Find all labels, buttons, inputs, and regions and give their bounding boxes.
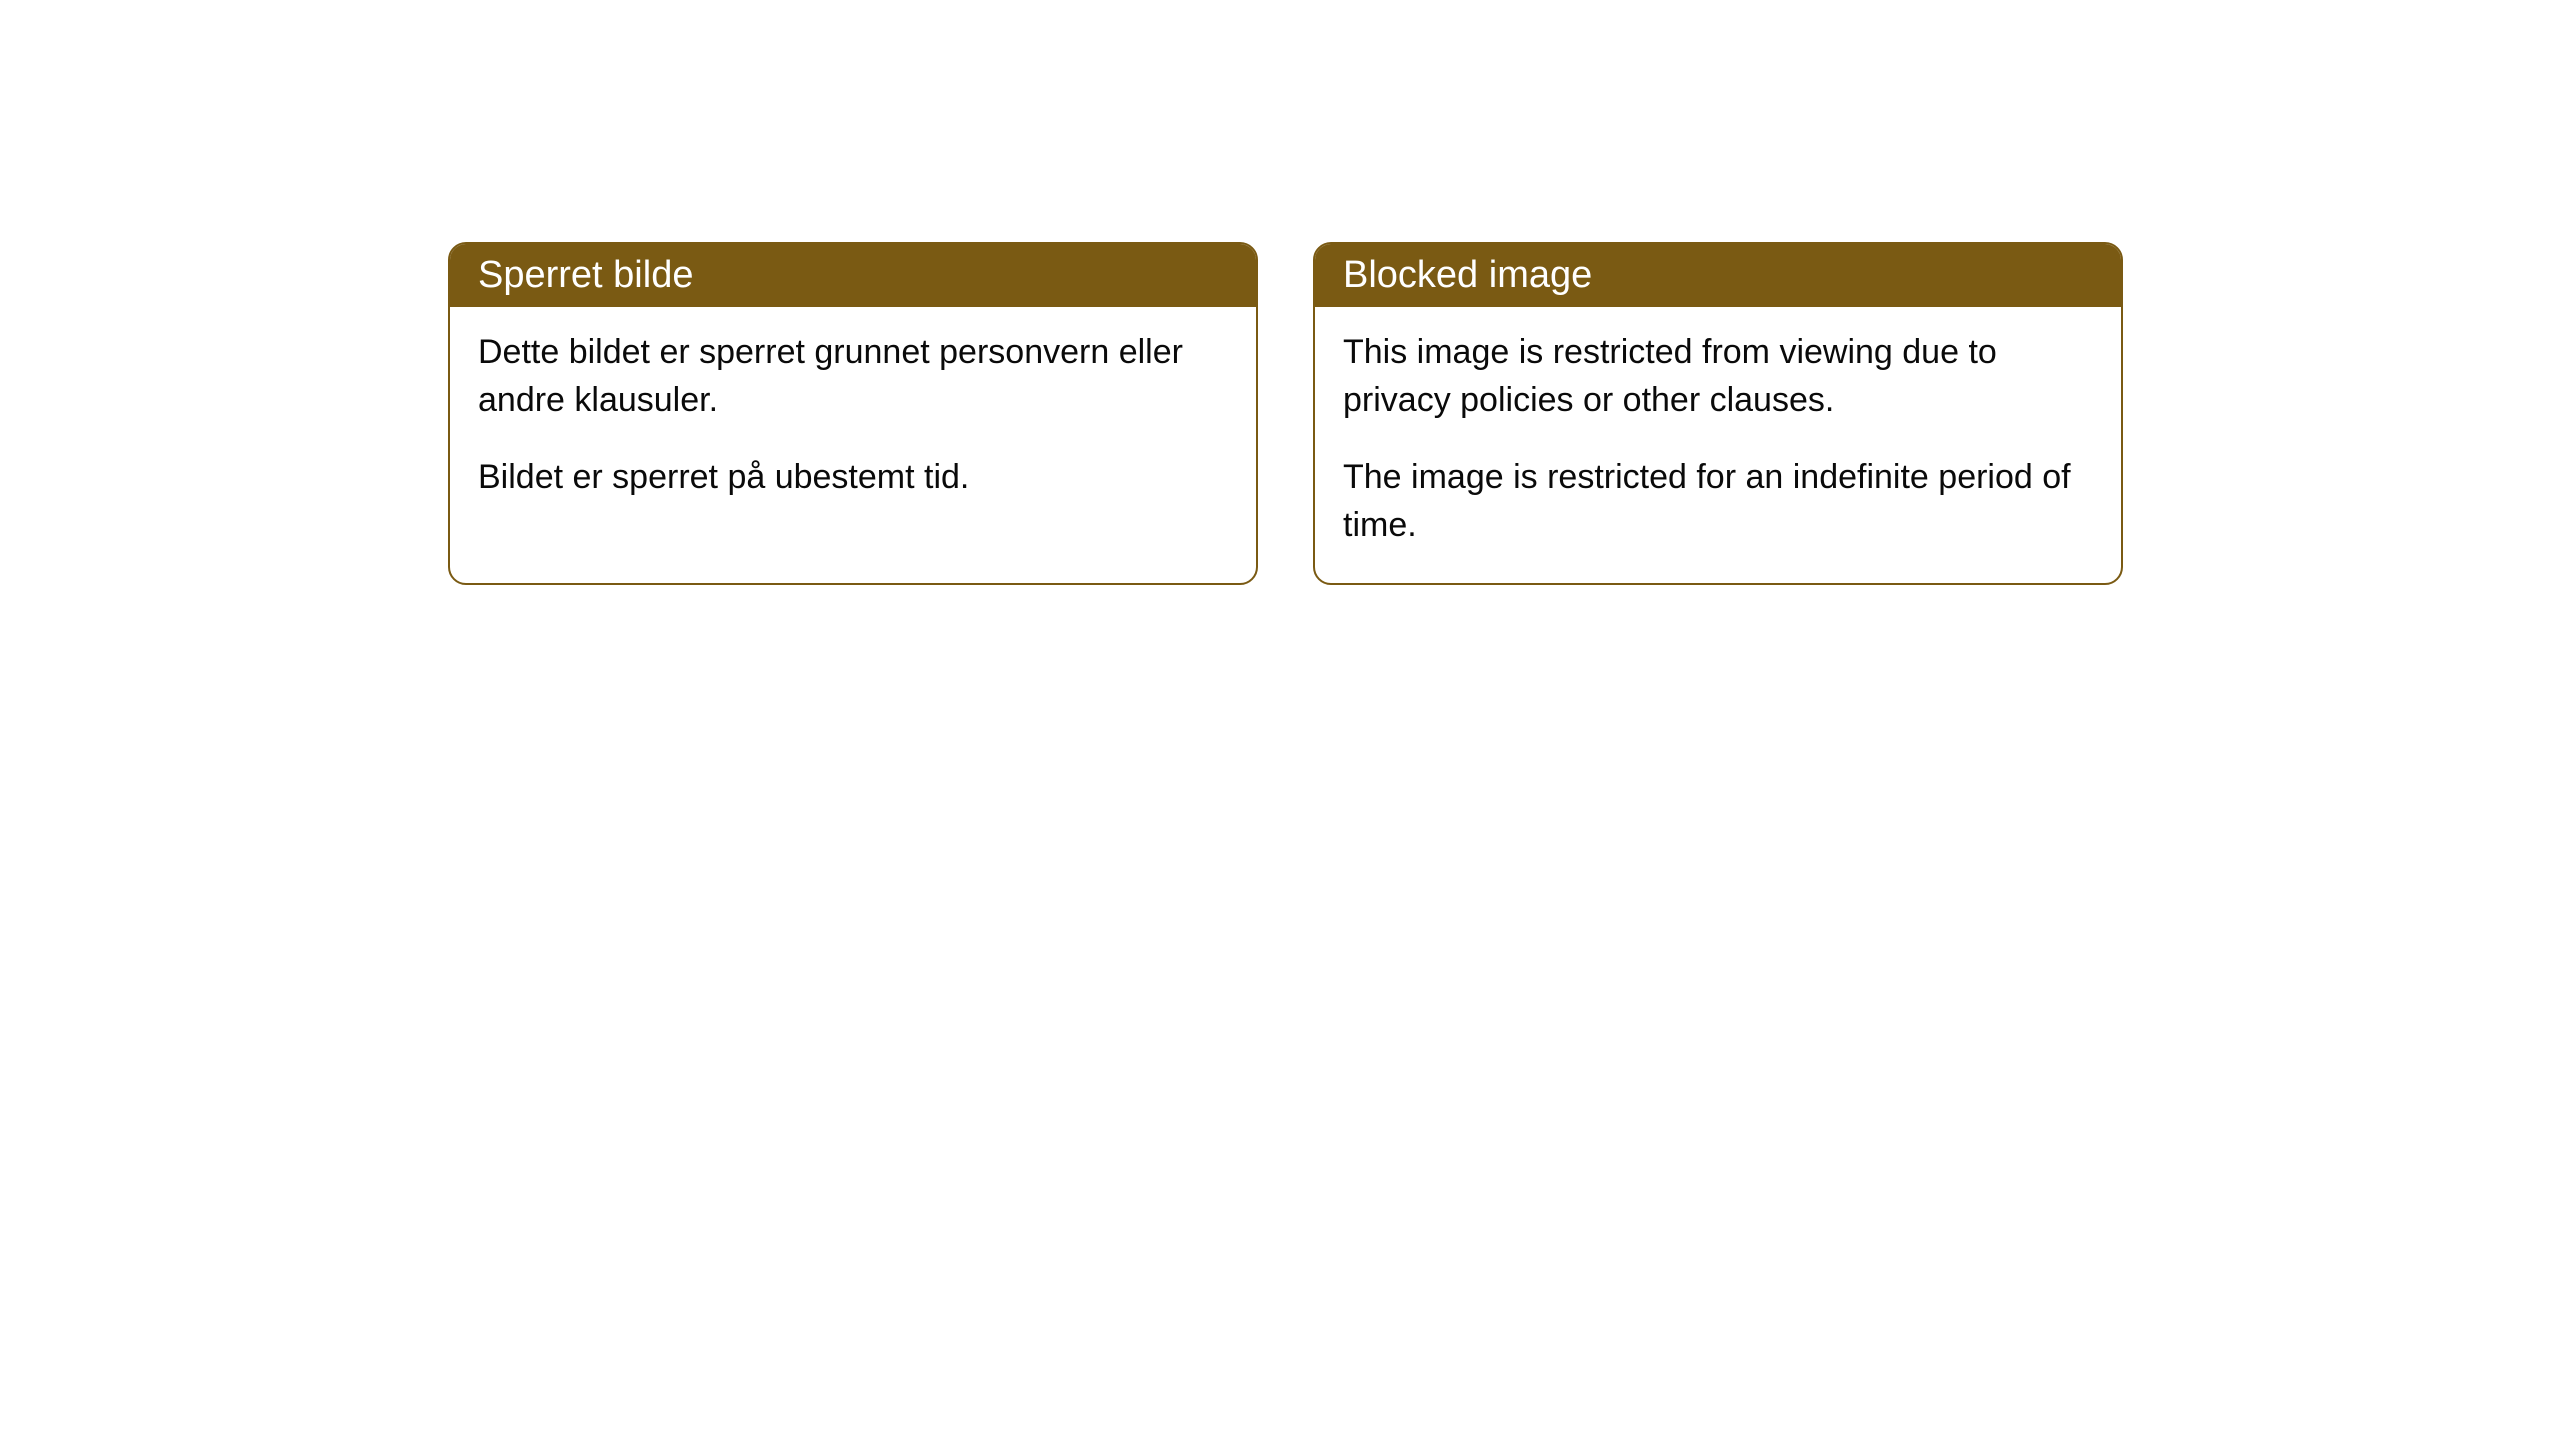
notice-header-english: Blocked image: [1315, 244, 2121, 307]
notice-container: Sperret bilde Dette bildet er sperret gr…: [0, 0, 2560, 585]
notice-card-english: Blocked image This image is restricted f…: [1313, 242, 2123, 585]
notice-body-norwegian: Dette bildet er sperret grunnet personve…: [450, 307, 1256, 536]
notice-body-english: This image is restricted from viewing du…: [1315, 307, 2121, 583]
notice-title-english: Blocked image: [1343, 254, 1592, 296]
notice-text-english-1: This image is restricted from viewing du…: [1343, 329, 2093, 424]
notice-title-norwegian: Sperret bilde: [478, 254, 693, 296]
notice-text-norwegian-2: Bildet er sperret på ubestemt tid.: [478, 454, 1228, 502]
notice-card-norwegian: Sperret bilde Dette bildet er sperret gr…: [448, 242, 1258, 585]
notice-text-norwegian-1: Dette bildet er sperret grunnet personve…: [478, 329, 1228, 424]
notice-text-english-2: The image is restricted for an indefinit…: [1343, 454, 2093, 549]
notice-header-norwegian: Sperret bilde: [450, 244, 1256, 307]
